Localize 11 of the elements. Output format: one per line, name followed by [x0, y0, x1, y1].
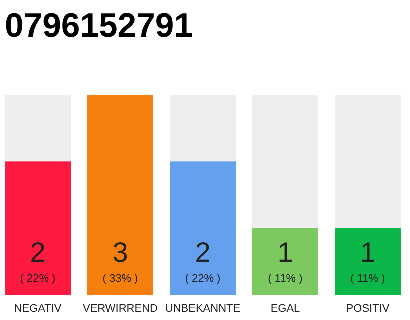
x-tick-label: EGAL	[270, 303, 300, 315]
x-tick-label: POSITIV	[346, 303, 390, 315]
x-tick-label: UNBEKANNTE	[165, 303, 241, 315]
data-label: 2 ( 22% )	[185, 237, 221, 285]
data-label: 2 ( 22% )	[20, 237, 56, 285]
chart-title: 0796152791	[5, 7, 194, 45]
data-label: 3 ( 33% )	[102, 237, 138, 285]
data-label: 1 ( 11% )	[268, 237, 303, 285]
x-tick-label: NEGATIV	[14, 303, 62, 315]
data-label: 1 ( 11% )	[350, 237, 386, 285]
x-tick-label: VERWIRREND	[83, 303, 158, 315]
